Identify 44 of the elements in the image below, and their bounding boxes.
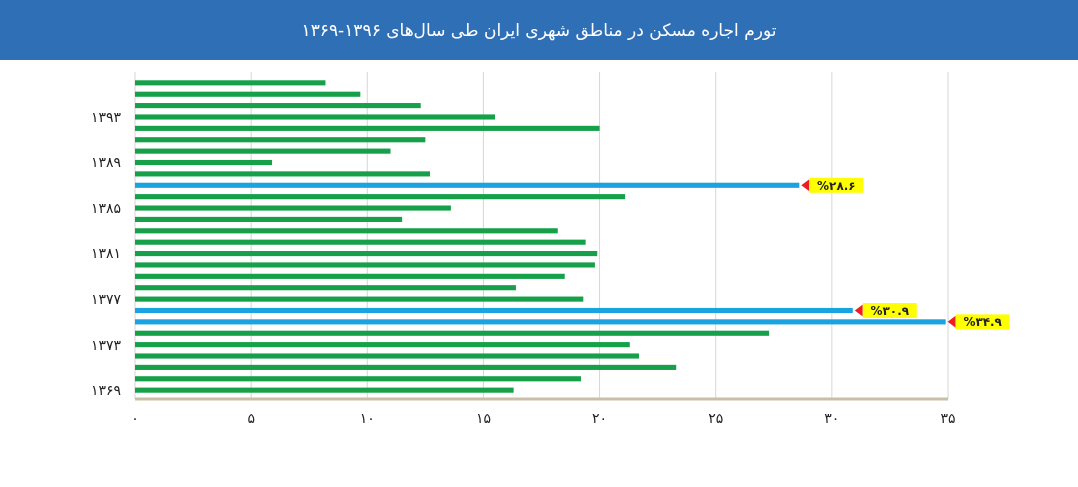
bar bbox=[135, 103, 421, 109]
bar bbox=[135, 353, 640, 359]
bar bbox=[135, 387, 514, 393]
y-tick-label: ۱۳۹۳ bbox=[90, 108, 122, 125]
bar bbox=[135, 273, 565, 279]
x-tick-label: ۲۰ bbox=[592, 410, 608, 426]
data-label: %۳۰.۹ bbox=[870, 303, 910, 318]
y-tick-label: ۱۳۸۹ bbox=[90, 154, 121, 171]
bar bbox=[135, 330, 770, 336]
bar bbox=[135, 251, 598, 257]
y-tick-label: ۱۳۷۷ bbox=[90, 291, 122, 307]
bar bbox=[135, 159, 273, 166]
bar bbox=[135, 285, 516, 291]
bar bbox=[135, 148, 391, 154]
y-tick-label: ۱۳۷۳ bbox=[90, 336, 122, 353]
x-tick-label: ۵ bbox=[247, 410, 255, 426]
x-tick-label: ۱۰ bbox=[359, 410, 375, 426]
bar bbox=[135, 216, 403, 222]
y-tick-label: ۱۳۸۵ bbox=[90, 199, 121, 216]
x-tick-label: ۰ bbox=[131, 410, 139, 426]
x-tick-label: ۲۵ bbox=[708, 410, 724, 426]
chart-title: تورم اجاره مسکن در مناطق شهری ایران طی سال‌های ۱۳۹۶-۱۳۶۹ bbox=[301, 19, 777, 41]
bar bbox=[135, 114, 496, 120]
data-label: %۳۴.۹ bbox=[963, 315, 1003, 330]
bar bbox=[135, 296, 584, 302]
bar bbox=[135, 364, 677, 370]
bar bbox=[135, 194, 626, 200]
bar bbox=[135, 91, 361, 97]
bar bbox=[135, 228, 558, 234]
y-tick-label: ۱۳۶۹ bbox=[90, 382, 121, 399]
y-tick-label: ۱۳۸۱ bbox=[90, 245, 121, 262]
bar bbox=[135, 80, 326, 86]
bar bbox=[135, 239, 586, 245]
x-tick-label: ۳۵ bbox=[940, 410, 956, 426]
x-tick-label: ۳۰ bbox=[824, 410, 840, 426]
data-label: %۲۸.۶ bbox=[817, 178, 856, 193]
bar bbox=[135, 342, 630, 348]
x-tick-label: ۱۵ bbox=[475, 410, 491, 426]
bar bbox=[135, 137, 426, 143]
bar bbox=[135, 125, 600, 131]
bar bbox=[135, 171, 430, 177]
bar bbox=[135, 205, 451, 211]
bar bbox=[135, 376, 581, 382]
bar bbox=[135, 262, 595, 268]
